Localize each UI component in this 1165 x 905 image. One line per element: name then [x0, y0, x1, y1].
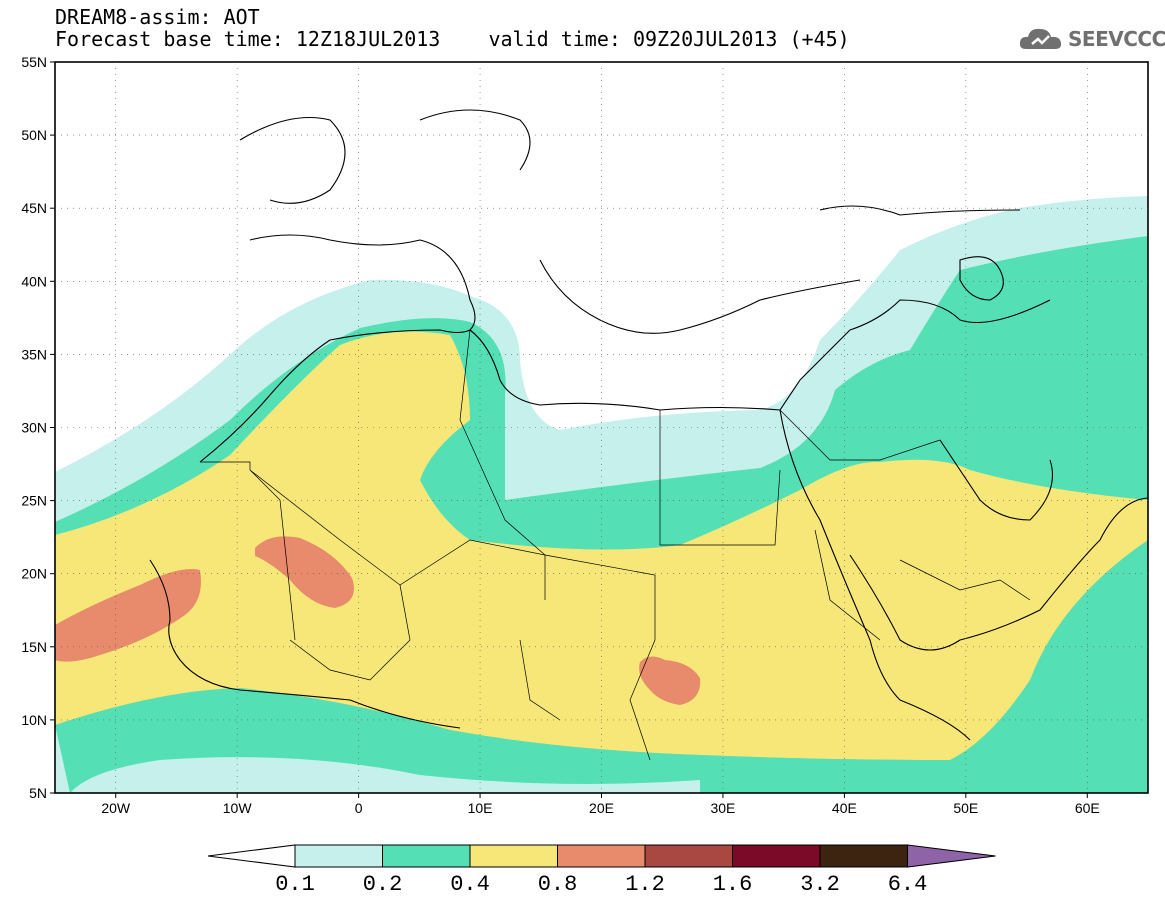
- title-line-1: DREAM8-assim: AOT: [55, 5, 260, 29]
- lon-label: 20E: [589, 800, 614, 816]
- lat-lon-grid: [55, 62, 1148, 793]
- colorbar-segment: [819, 844, 908, 868]
- aot-patch-mali: [255, 536, 354, 608]
- seevccc-logo: SEEVCCC: [1018, 24, 1165, 54]
- aot-patch-sudan: [639, 656, 701, 705]
- lat-label: 20N: [21, 566, 47, 582]
- coastlines: [149, 109, 1148, 741]
- colorbar-segment: [382, 844, 471, 868]
- colorbar-label: 0.8: [537, 872, 578, 897]
- lon-label: 30E: [710, 800, 735, 816]
- colorbar-segment: [294, 844, 383, 868]
- lat-label: 35N: [21, 346, 47, 362]
- colorbar-arrow-low: [207, 844, 296, 868]
- colorbar-label: 3.2: [800, 872, 840, 897]
- aot-patch-atlantic: [55, 569, 201, 662]
- country-borders: [200, 329, 1031, 761]
- colorbar-label: 0.2: [362, 872, 403, 897]
- logo-text: SEEVCCC: [1068, 27, 1165, 51]
- lon-label: 50E: [953, 800, 978, 816]
- title-line-2: Forecast base time: 12Z18JUL2013 valid t…: [55, 27, 850, 51]
- lat-label: 40N: [21, 273, 47, 289]
- lat-label: 55N: [21, 54, 47, 70]
- colorbar-label: 0.4: [450, 872, 490, 897]
- colorbar-label: 1.2: [625, 872, 665, 897]
- colorbar-arrow-high: [907, 844, 996, 868]
- colorbar: [207, 844, 996, 868]
- lat-label: 50N: [21, 127, 47, 143]
- colorbar-label: 6.4: [887, 872, 928, 897]
- colorbar-segment: [469, 844, 558, 868]
- aot-band-0.1-south: [70, 757, 700, 793]
- colorbar-segment: [644, 844, 733, 868]
- lon-labels: 20W 10W 0 10E 20E 30E 40E 50E 60E: [101, 793, 1100, 816]
- colorbar-segment: [732, 844, 821, 868]
- lat-label: 10N: [21, 712, 47, 728]
- lon-label: 60E: [1075, 800, 1100, 816]
- lon-label: 0: [355, 800, 363, 816]
- lat-label: 30N: [21, 420, 47, 436]
- lon-label: 20W: [101, 800, 131, 816]
- aot-band-0.4: [55, 331, 1148, 760]
- aot-contours: [55, 62, 1148, 793]
- lat-label: 45N: [21, 200, 47, 216]
- lon-label: 40E: [832, 800, 857, 816]
- lat-label: 15N: [21, 639, 47, 655]
- cloud-icon: [1019, 28, 1062, 49]
- lat-label: 25N: [21, 493, 47, 509]
- lon-label: 10W: [223, 800, 253, 816]
- lat-label: 5N: [29, 785, 47, 801]
- lon-label: 10E: [468, 800, 493, 816]
- colorbar-label: 0.1: [275, 872, 315, 897]
- colorbar-label: 1.6: [712, 872, 753, 897]
- colorbar-segment: [557, 844, 646, 868]
- lat-labels: 55N 50N 45N 40N 35N 30N 25N 20N 15N 10N 5N: [21, 54, 55, 801]
